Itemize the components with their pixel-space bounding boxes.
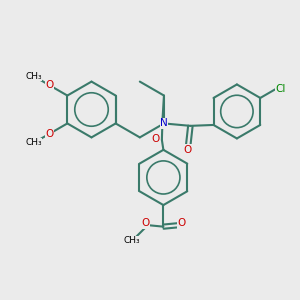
Text: O: O	[151, 134, 159, 144]
Text: O: O	[45, 80, 53, 90]
Text: O: O	[45, 129, 53, 139]
Text: CH₃: CH₃	[25, 138, 42, 147]
Text: O: O	[184, 145, 192, 155]
Text: O: O	[177, 218, 185, 228]
Text: N: N	[160, 118, 168, 128]
Text: CH₃: CH₃	[25, 71, 42, 80]
Text: CH₃: CH₃	[123, 236, 140, 245]
Text: Cl: Cl	[276, 84, 286, 94]
Text: O: O	[141, 218, 149, 228]
